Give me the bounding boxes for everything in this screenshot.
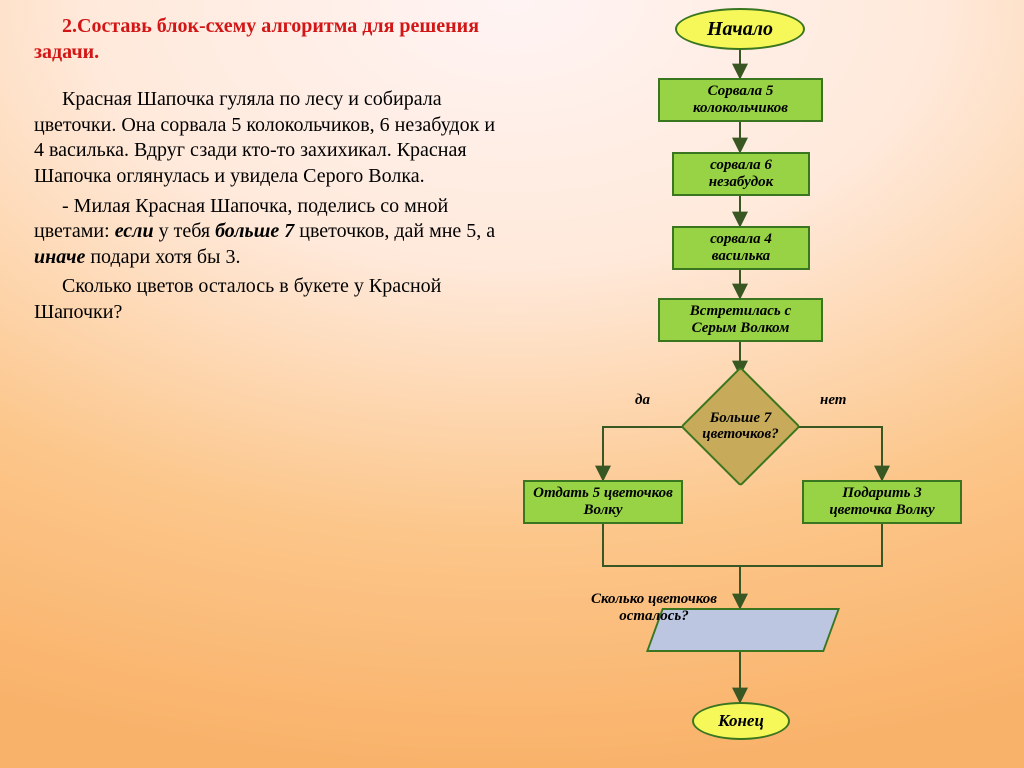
node-start: Начало	[675, 8, 805, 50]
node-step-1-label: Сорвала 5 колокольчиков	[666, 83, 815, 118]
node-step-2: сорвала 6 незабудок	[672, 152, 810, 196]
task-title: 2.Составь блок-схему алгоритма для решен…	[34, 14, 504, 65]
edge-label-no: нет	[820, 392, 846, 409]
node-decision-label: Больше 7 цветочков?	[671, 410, 811, 444]
node-io-text: Сколько цветочков осталось?	[569, 591, 739, 625]
p2-else: иначе	[34, 246, 85, 268]
edge-label-yes: да	[635, 392, 650, 409]
node-io-label: Сколько цветочков осталось?	[565, 586, 743, 630]
p2-mid1: у тебя	[154, 220, 216, 242]
node-end: Конец	[692, 702, 790, 740]
node-branch-no-label: Подарить 3 цветочка Волку	[810, 485, 954, 520]
p2-mid2: цветочков, дай мне 5, а	[294, 220, 495, 242]
node-branch-yes: Отдать 5 цветочков Волку	[523, 480, 683, 524]
node-step-4-label: Встретилась с Серым Волком	[666, 303, 815, 338]
node-start-label: Начало	[707, 18, 773, 41]
node-step-3: сорвала 4 василька	[672, 226, 810, 270]
p2-post: подари хотя бы 3.	[85, 246, 240, 268]
node-branch-yes-label: Отдать 5 цветочков Волку	[531, 485, 675, 520]
slide-page: 2.Составь блок-схему алгоритма для решен…	[0, 0, 1024, 768]
task-paragraph-2: - Милая Красная Шапочка, поделись со мно…	[34, 194, 504, 271]
task-paragraph-1: Красная Шапочка гуляла по лесу и собирал…	[34, 87, 504, 189]
task-text-pane: 2.Составь блок-схему алгоритма для решен…	[34, 14, 504, 330]
p2-more7: больше 7	[215, 220, 294, 242]
node-branch-no: Подарить 3 цветочка Волку	[802, 480, 962, 524]
node-step-1: Сорвала 5 колокольчиков	[658, 78, 823, 122]
node-step-2-label: сорвала 6 незабудок	[680, 157, 802, 192]
node-step-3-label: сорвала 4 василька	[680, 231, 802, 266]
node-step-4: Встретилась с Серым Волком	[658, 298, 823, 342]
p2-if: если	[115, 220, 154, 242]
flowchart: Начало Сорвала 5 колокольчиков сорвала 6…	[520, 0, 1024, 768]
node-end-label: Конец	[718, 711, 764, 731]
task-paragraph-3: Сколько цветов осталось в букете у Красн…	[34, 274, 504, 325]
node-decision: Больше 7 цветочков?	[698, 384, 783, 469]
